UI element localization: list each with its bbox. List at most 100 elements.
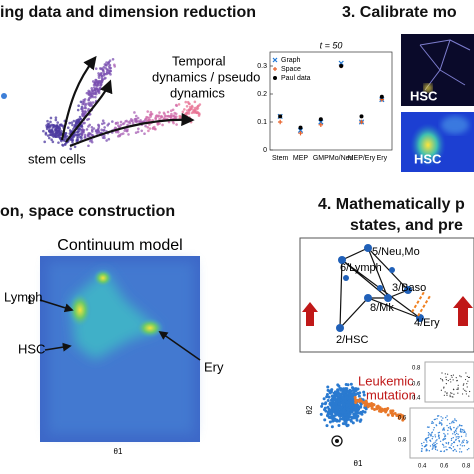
cell-point — [114, 122, 118, 125]
cell-point — [174, 112, 178, 116]
inset-point — [438, 436, 440, 439]
cell-point — [326, 414, 330, 418]
cell-point — [89, 132, 92, 136]
cell-point — [373, 408, 377, 412]
inset-point — [461, 440, 464, 442]
cell-point — [352, 415, 356, 419]
inset-point — [449, 426, 451, 428]
inset-point — [447, 429, 449, 432]
density-arm — [70, 270, 160, 360]
cell-point — [157, 114, 161, 118]
cell-point — [82, 102, 86, 106]
cell-point — [46, 122, 50, 126]
inset-point — [457, 437, 459, 440]
inset-point — [443, 432, 445, 435]
inset-point — [452, 433, 454, 435]
inset-point — [442, 428, 445, 430]
cell-point — [396, 413, 400, 417]
inset-point — [465, 390, 467, 392]
inset-point — [465, 393, 468, 395]
data-point — [318, 122, 324, 127]
inset-point — [436, 449, 439, 451]
cell-point — [195, 106, 199, 109]
cell-point — [102, 134, 106, 138]
cell-point — [105, 61, 108, 64]
inset-point — [427, 434, 430, 436]
inset-point — [458, 436, 460, 438]
cell-point — [75, 118, 79, 122]
inset-point — [426, 441, 428, 443]
inset-point — [432, 422, 435, 424]
cell-point — [83, 106, 87, 110]
cell-point — [355, 415, 359, 419]
cell-point — [111, 57, 115, 61]
inset-point — [437, 415, 440, 417]
cell-point — [102, 70, 105, 73]
inset-point — [450, 447, 453, 450]
cell-point — [370, 405, 374, 409]
inset-point — [435, 440, 437, 442]
inset-point — [449, 378, 451, 380]
inset-point — [457, 392, 459, 394]
inset-point — [460, 435, 463, 438]
inset-point — [447, 443, 450, 445]
cell-point — [337, 384, 341, 388]
cell-point — [184, 100, 188, 104]
legend-symbol — [273, 76, 277, 80]
cell-point — [356, 404, 360, 408]
cell-point — [154, 127, 157, 131]
cell-point — [54, 116, 58, 119]
cell-point — [322, 408, 326, 412]
cell-point — [59, 129, 63, 133]
inset-point — [421, 450, 423, 452]
subtitle: Continuum model — [57, 237, 182, 254]
inset-point — [451, 392, 453, 394]
cell-point — [149, 115, 153, 118]
inset-point — [441, 419, 443, 422]
inset-point — [430, 422, 433, 424]
cell-point — [399, 414, 403, 418]
cell-point — [56, 135, 59, 139]
inset-point — [463, 431, 465, 434]
inset-point — [462, 441, 465, 443]
cell-point — [325, 392, 329, 396]
cut-line — [417, 295, 431, 317]
inset-point — [449, 428, 452, 430]
cell-point — [346, 383, 350, 387]
cell-point — [123, 129, 127, 132]
inset-point — [466, 375, 468, 378]
panel-title: 4. Mathematically p — [318, 196, 465, 213]
cell-point — [89, 92, 93, 95]
trajectory-arrow — [60, 55, 97, 141]
cell-point — [328, 420, 332, 424]
cell-point — [81, 107, 84, 111]
panel-title: 3. Calibrate mo — [342, 4, 457, 21]
cell-point — [384, 408, 388, 412]
inset-point — [454, 448, 456, 451]
inset-point — [434, 448, 437, 451]
inset-point — [446, 424, 448, 427]
inset-point — [440, 450, 443, 452]
cell-point — [42, 129, 45, 133]
cell-point — [195, 108, 198, 111]
data-point — [298, 131, 303, 136]
cell-point — [100, 74, 103, 77]
cell-point — [380, 407, 384, 411]
inset-point — [433, 442, 435, 444]
cell-point — [364, 399, 368, 403]
cell-point — [90, 87, 94, 90]
axis-label: θ2 — [27, 295, 36, 304]
cell-point — [83, 121, 86, 125]
cell-point — [87, 98, 91, 101]
data-point — [379, 94, 384, 99]
cell-point — [355, 399, 359, 403]
inset-point — [450, 437, 453, 440]
cell-point — [161, 123, 164, 127]
plot-title: t = 50 — [320, 40, 343, 50]
node-label: 6/Lymph — [340, 262, 382, 274]
inset-point — [462, 388, 464, 390]
cell-point — [345, 424, 349, 428]
cell-point — [91, 89, 95, 93]
cell-point — [327, 416, 331, 420]
